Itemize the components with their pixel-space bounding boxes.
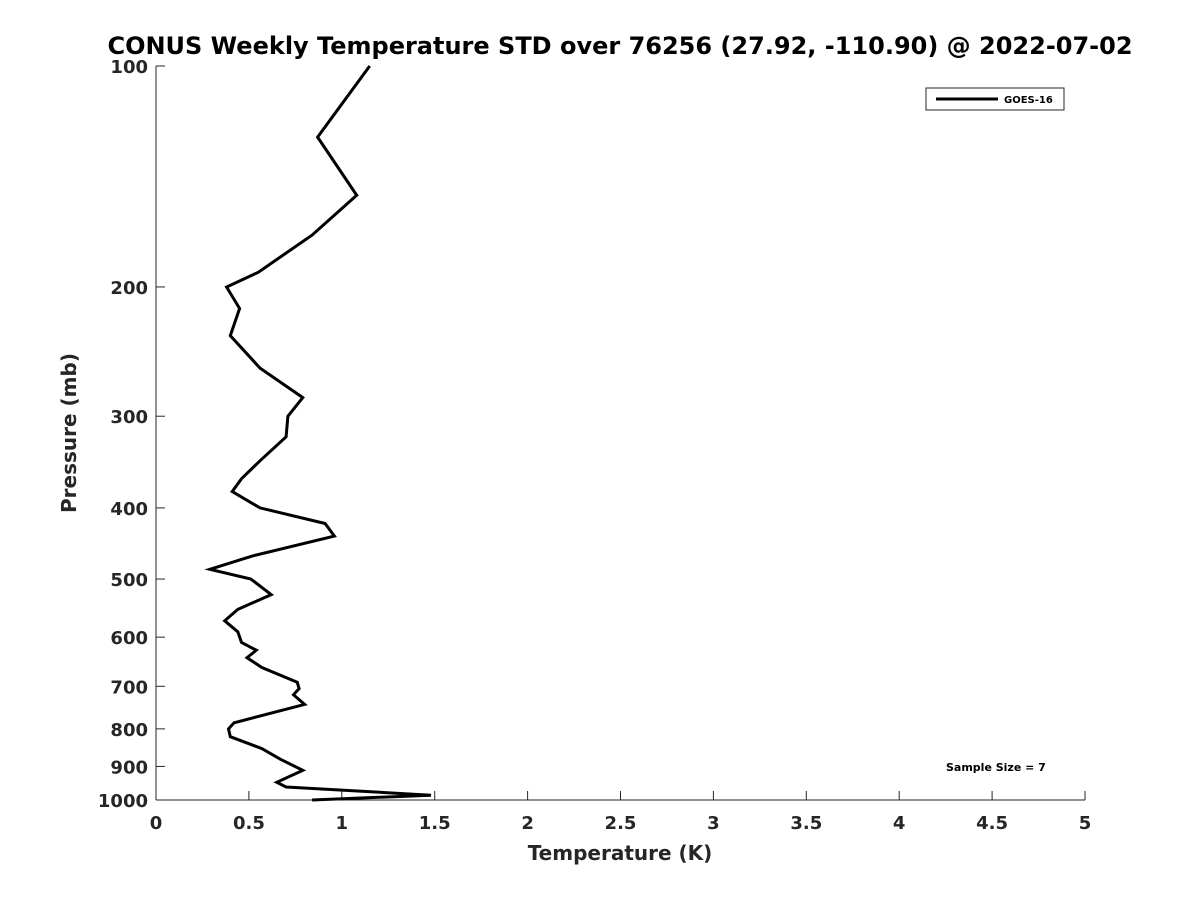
x-tick-label: 3.5: [790, 813, 822, 834]
x-tick-label: 0.5: [233, 813, 265, 834]
y-tick-label: 400: [110, 499, 148, 520]
x-tick-label: 1: [336, 813, 349, 834]
chart-title: CONUS Weekly Temperature STD over 76256 …: [107, 32, 1132, 60]
x-tick-group: 0 0.5 1 1.5 2 2.5 3 3.5 4 4.5 5: [150, 791, 1092, 834]
y-axis-label: Pressure (mb): [57, 353, 81, 513]
y-tick-label: 200: [110, 278, 148, 299]
goes-16-series-line: [204, 65, 432, 802]
x-tick-label: 1.5: [419, 813, 451, 834]
x-tick-label: 0: [150, 813, 163, 834]
y-tick-label: 300: [110, 407, 148, 428]
x-tick-label: 2.5: [605, 813, 637, 834]
y-tick-label: 500: [110, 570, 148, 591]
x-tick-label: 4.5: [976, 813, 1008, 834]
legend: GOES-16: [925, 87, 1065, 111]
x-tick-label: 5: [1079, 813, 1092, 834]
y-tick-label: 100: [110, 57, 148, 78]
y-tick-group: 100 200 300 400 500 600 700 800 900 1000: [98, 57, 165, 812]
x-axis-label: Temperature (K): [528, 841, 713, 865]
y-tick-label: 700: [110, 677, 148, 698]
y-tick-label: 900: [110, 757, 148, 778]
y-tick-label: 800: [110, 720, 148, 741]
x-tick-label: 4: [893, 813, 906, 834]
x-tick-label: 2: [521, 813, 534, 834]
y-tick-label: 1000: [98, 791, 148, 812]
x-tick-label: 3: [707, 813, 720, 834]
legend-entry-goes-16: GOES-16: [1004, 95, 1053, 106]
sample-size-annotation: Sample Size = 7: [946, 761, 1046, 774]
y-tick-label: 600: [110, 628, 148, 649]
